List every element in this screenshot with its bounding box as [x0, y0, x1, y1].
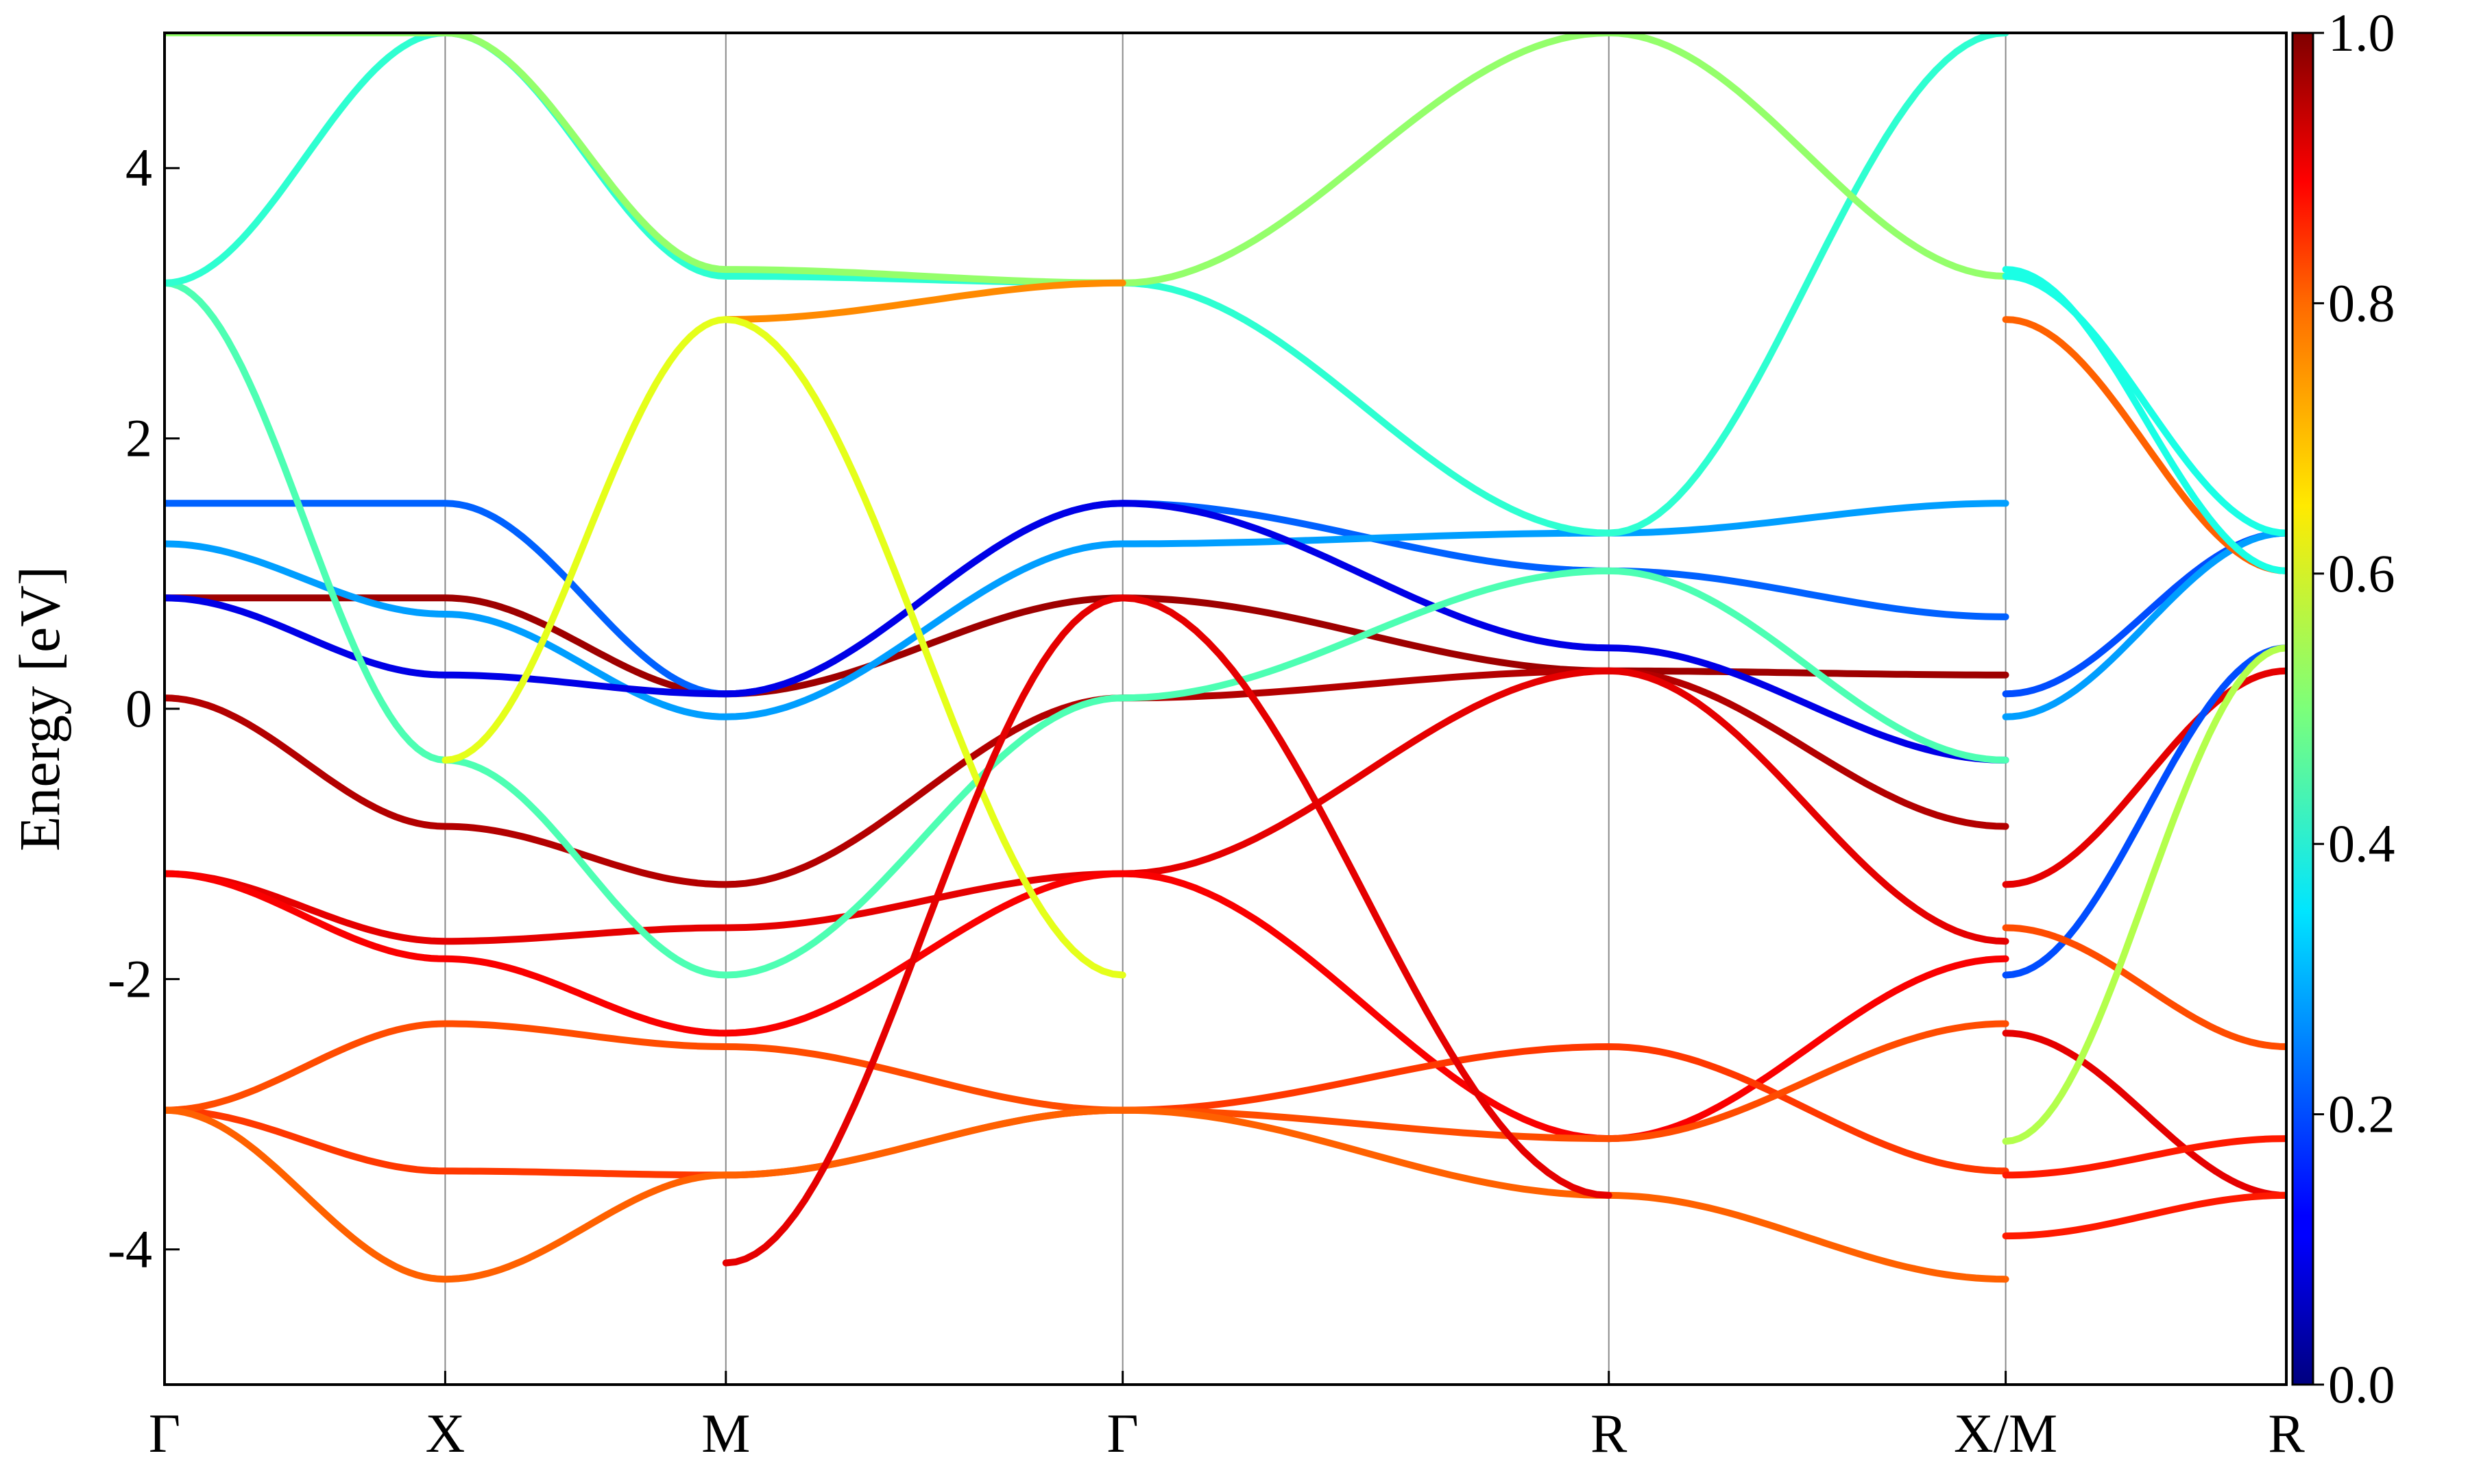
band-5: [165, 667, 2009, 945]
band-6: [165, 870, 2009, 1143]
colorbar-tick-label-5: 1.0: [2328, 3, 2395, 62]
colorbar-tick-label-3: 0.6: [2328, 544, 2395, 603]
colorbar-tick-label-0: 0.0: [2328, 1354, 2395, 1414]
band-20: [2002, 316, 2286, 574]
band-16: [2002, 667, 2286, 888]
band-15: [722, 594, 1612, 1267]
colorbar-gradient: [2291, 32, 2314, 1386]
band-12: [165, 33, 2009, 287]
bands: [165, 33, 2286, 1283]
band-25: [2002, 1135, 2286, 1179]
band-27: [2002, 644, 2286, 1145]
band-3: [165, 500, 2009, 764]
x-tick-label-1: X: [426, 1404, 465, 1464]
y-tick-label-1: 2: [125, 409, 152, 468]
colorbar-tick-label-4: 0.8: [2328, 273, 2395, 332]
x-axis: Γ X M Γ R X/M R: [149, 1371, 2305, 1464]
y-axis: 4 2 0 -2 -4: [108, 138, 180, 1279]
x-tick-label-0: Γ: [149, 1404, 180, 1464]
y-tick-label-4: -4: [108, 1219, 152, 1279]
band-9: [165, 1106, 2009, 1283]
x-tick-label-3: Γ: [1107, 1404, 1139, 1464]
band-8: [165, 1020, 2009, 1143]
x-tick-label-6: R: [2268, 1404, 2305, 1464]
band-26: [2002, 1191, 2286, 1240]
band-23: [2002, 924, 2286, 1050]
band-22: [2002, 266, 2286, 574]
y-axis-label: Energy [eV]: [8, 566, 72, 851]
y-tick-label-2: 0: [125, 679, 152, 738]
y-tick-label-3: -2: [108, 949, 152, 1008]
colorbar-ticks: 0.0 0.2 0.4 0.6 0.8 1.0: [2313, 3, 2395, 1414]
band-18: [2002, 529, 2286, 720]
plot-frame: [163, 32, 2288, 1386]
band-10: [165, 279, 2009, 979]
band-4: [165, 667, 2009, 888]
x-tick-label-4: R: [1590, 1404, 1628, 1464]
x-tick-label-5: X/M: [1954, 1404, 2057, 1464]
x-tick-label-2: M: [701, 1404, 750, 1464]
band-13: [722, 279, 1126, 324]
colorbar-tick-label-1: 0.2: [2328, 1084, 2395, 1144]
band-19: [2002, 644, 2286, 979]
band-21: [2002, 273, 2286, 537]
band-2: [165, 500, 2009, 720]
colorbar-tick-label-2: 0.4: [2328, 814, 2395, 873]
colorbar: 0.0 0.2 0.4 0.6 0.8 1.0: [2291, 3, 2395, 1414]
band-24: [2002, 1030, 2286, 1199]
high-symmetry-gridlines: [444, 33, 2007, 1385]
y-tick-label-0: 4: [125, 138, 152, 197]
band-14: [441, 316, 1126, 979]
